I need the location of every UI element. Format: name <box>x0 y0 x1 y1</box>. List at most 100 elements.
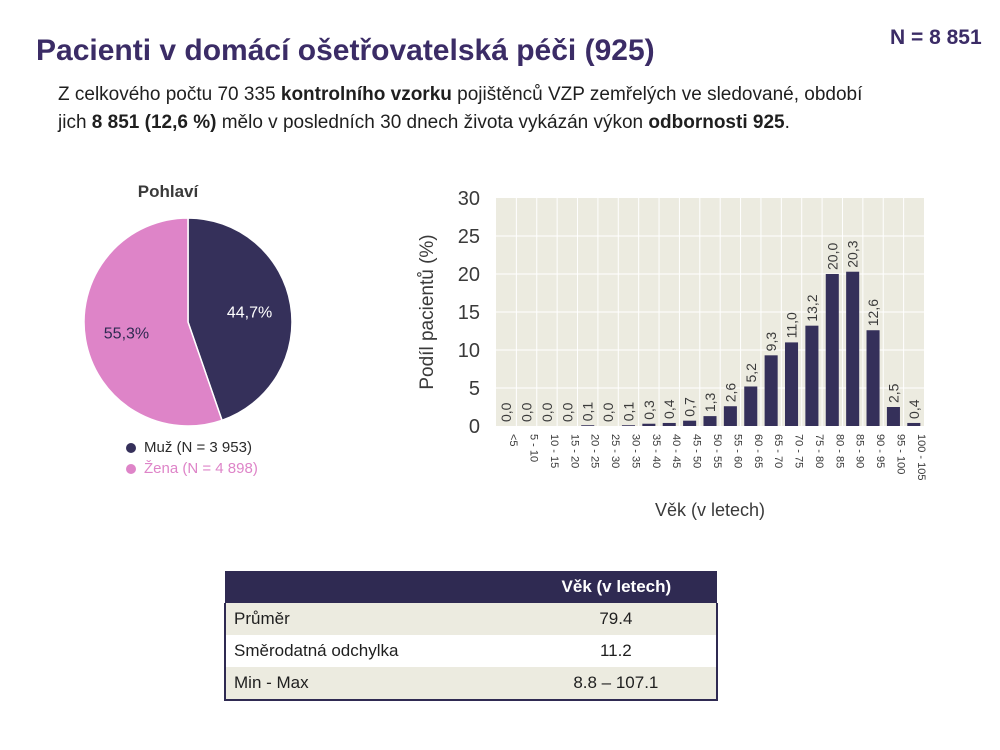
pie-slice-label: 55,3% <box>104 325 149 342</box>
bar-value-label: 2,5 <box>885 383 901 403</box>
bar-20 - 25 <box>581 425 595 426</box>
bar-65 - 70 <box>764 355 778 426</box>
row-label: Průměr <box>224 603 516 635</box>
x-tick-label: 50 - 55 <box>711 434 723 468</box>
x-tick-label: 85 - 90 <box>854 434 866 468</box>
x-tick-label: 75 - 80 <box>813 434 825 468</box>
intro-bold-sample: kontrolního vzorku <box>280 84 452 105</box>
bar-value-label: 0,1 <box>620 402 636 422</box>
x-tick-label: <5 <box>507 434 519 447</box>
table-row: Min - Max 8.8 – 107.1 <box>224 667 719 701</box>
bar-50 - 55 <box>703 416 717 426</box>
bar-value-label: 9,3 <box>763 332 779 352</box>
x-tick-label: 25 - 30 <box>609 434 621 468</box>
intro-line-1: Z celkového počtu 70 335 kontrolního vzo… <box>58 81 998 109</box>
intro-text: Z celkového počtu 70 335 kontrolního vzo… <box>58 81 998 137</box>
bar-value-label: 0,3 <box>641 400 657 420</box>
legend-label: Muž (N = 3 953) <box>144 439 252 456</box>
bar-value-label: 0,7 <box>682 397 698 417</box>
bar-45 - 50 <box>683 420 697 426</box>
bar-value-label: 0,0 <box>559 402 575 422</box>
pie-slice-1 <box>83 217 223 427</box>
y-tick-label: 15 <box>458 302 480 324</box>
bar-value-label: 13,2 <box>804 294 820 321</box>
bar-value-label: 1,3 <box>702 392 718 412</box>
bar-value-label: 0,0 <box>600 402 616 422</box>
x-tick-label: 55 - 60 <box>731 434 743 468</box>
table-header-blank <box>225 571 516 603</box>
intro-text-span: pojištěnců VZP zemřelých ve sledované, o… <box>451 84 863 105</box>
x-tick-label: 60 - 65 <box>752 434 764 468</box>
bar-value-label: 0,0 <box>539 402 555 422</box>
row-value: 79.4 <box>515 603 719 635</box>
bar-80 - 85 <box>825 274 839 426</box>
pie-legend: Muž (N = 3 953) Žena (N = 4 898) <box>126 437 258 479</box>
x-tick-label: 90 - 95 <box>874 434 886 468</box>
legend-item: Muž (N = 3 953) <box>126 437 258 458</box>
x-tick-label: 80 - 85 <box>833 434 845 468</box>
bar-value-label: 0,1 <box>580 402 596 422</box>
bar-30 - 35 <box>621 425 635 426</box>
y-tick-label: 20 <box>458 264 480 286</box>
bar-55 - 60 <box>723 406 737 426</box>
pie-chart: 44,7% 55,3% <box>83 217 293 427</box>
table-header-age: Věk (v letech) <box>515 571 717 603</box>
x-tick-label: 95 - 100 <box>894 434 906 474</box>
bar-value-label: 0,0 <box>519 402 535 422</box>
x-tick-label: 100 - 105 <box>915 434 927 480</box>
pie-slice-label: 44,7% <box>227 305 272 322</box>
legend-swatch-icon <box>126 463 136 474</box>
bar-90 - 95 <box>866 330 880 426</box>
x-tick-label: 5 - 10 <box>528 434 540 462</box>
row-label: Směrodatná odchylka <box>224 635 516 667</box>
bar-85 - 90 <box>846 271 860 426</box>
intro-bold-count: 8 851 (12,6 %) <box>91 112 217 133</box>
total-count: N = 8 851 <box>890 26 982 49</box>
pie-chart-title: Pohlaví <box>137 182 199 201</box>
bar-value-label: 2,6 <box>722 383 738 403</box>
x-tick-label: 70 - 75 <box>793 434 805 468</box>
y-tick-label: 5 <box>469 378 480 400</box>
x-axis-title: Věk (v letech) <box>655 500 765 520</box>
legend-swatch-icon <box>126 442 136 453</box>
y-tick-label: 0 <box>469 416 480 438</box>
pie-slice-0 <box>187 217 293 422</box>
table-row: Průměr 79.4 <box>224 603 719 635</box>
x-tick-label: 45 - 50 <box>691 434 703 468</box>
legend-item: Žena (N = 4 898) <box>126 458 258 479</box>
bar-value-label: 0,4 <box>661 399 677 419</box>
intro-text-span: . <box>784 112 790 133</box>
y-tick-label: 25 <box>458 226 480 248</box>
bar-100 - 105 <box>907 422 921 426</box>
row-label: Min - Max <box>224 667 516 701</box>
y-tick-label: 30 <box>458 188 480 210</box>
bar-value-label: 0,4 <box>906 399 922 419</box>
x-tick-label: 40 - 45 <box>670 434 682 468</box>
bar-value-label: 20,0 <box>824 243 840 270</box>
x-tick-label: 35 - 40 <box>650 434 662 468</box>
bar-95 - 100 <box>886 407 900 426</box>
y-axis-title: Podíl pacientů (%) <box>417 234 438 389</box>
x-tick-label: 65 - 70 <box>772 434 784 468</box>
age-stats-table: Věk (v letech) Průměr 79.4 Směrodatná od… <box>224 571 719 701</box>
bar-40 - 45 <box>662 422 676 426</box>
bar-75 - 80 <box>805 325 819 426</box>
bar-value-label: 20,3 <box>845 240 861 267</box>
bar-value-label: 11,0 <box>784 312 800 338</box>
intro-text-span: jich <box>58 112 92 133</box>
x-tick-label: 10 - 15 <box>548 434 560 468</box>
intro-text-span: mělo v posledních 30 dnech života vykázá… <box>216 112 649 133</box>
legend-label: Žena (N = 4 898) <box>144 460 258 477</box>
bar-value-label: 5,2 <box>743 363 759 383</box>
row-value: 11.2 <box>515 635 719 667</box>
bar-value-label: 12,6 <box>865 299 881 326</box>
page-title: Pacienti v domácí ošetřovatelská péči (9… <box>36 34 655 67</box>
intro-bold-specialty: odbornosti 925 <box>648 112 785 133</box>
x-tick-label: 30 - 35 <box>629 434 641 468</box>
y-tick-label: 10 <box>458 340 480 362</box>
table-row: Směrodatná odchylka 11.2 <box>224 635 719 667</box>
bar-70 - 75 <box>785 342 799 426</box>
bar-35 - 40 <box>642 423 656 426</box>
bar-value-label: 0,0 <box>498 402 514 422</box>
